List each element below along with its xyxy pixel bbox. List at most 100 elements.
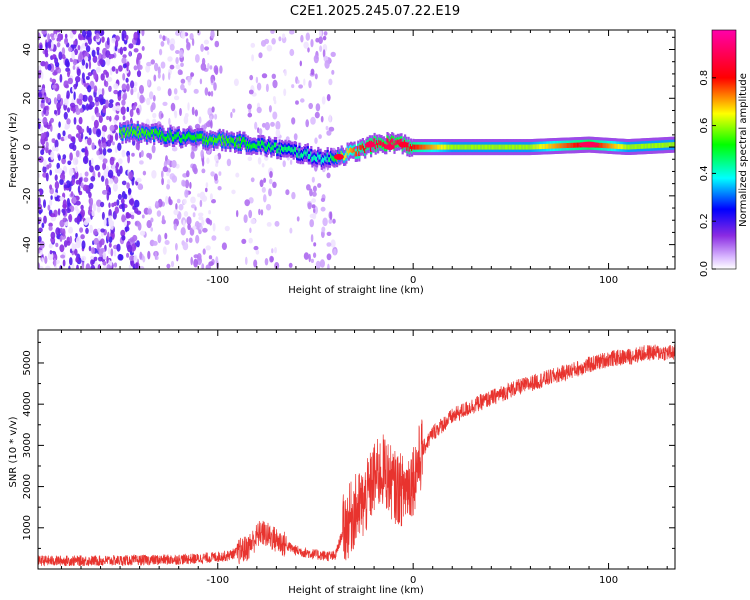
noise-speck — [127, 213, 132, 219]
noise-speck — [230, 111, 233, 119]
noise-speck — [66, 198, 70, 207]
noise-speck — [264, 38, 270, 45]
noise-speck — [270, 256, 274, 262]
noise-speck — [198, 222, 202, 227]
noise-speck — [127, 188, 132, 194]
noise-speck — [313, 242, 317, 247]
noise-speck — [38, 65, 42, 71]
noise-speck — [122, 93, 127, 101]
noise-speck — [136, 107, 140, 114]
noise-speck — [258, 52, 263, 59]
noise-speck — [54, 181, 60, 190]
noise-speck — [73, 91, 76, 100]
ridge-core — [210, 137, 213, 143]
noise-speck — [305, 119, 310, 128]
noise-speck — [45, 172, 49, 182]
ridge-core — [460, 144, 463, 150]
noise-speck — [44, 48, 48, 56]
noise-speck — [139, 251, 143, 260]
noise-speck — [71, 86, 75, 92]
noise-speck — [121, 57, 127, 64]
noise-speck — [320, 206, 326, 212]
noise-speck — [250, 177, 255, 183]
noise-speck — [190, 151, 195, 160]
noise-speck — [165, 195, 169, 205]
noise-speck — [136, 240, 140, 248]
noise-speck — [75, 233, 78, 238]
noise-speck — [313, 252, 317, 258]
noise-speck — [81, 261, 85, 269]
noise-speck — [105, 57, 111, 66]
ridge-core — [393, 143, 396, 149]
noise-speck — [130, 260, 135, 267]
ridge-core — [513, 144, 516, 150]
noise-speck — [39, 44, 43, 50]
noise-speck — [326, 172, 331, 179]
noise-speck — [157, 66, 161, 75]
noise-speck — [137, 222, 142, 231]
noise-speck — [263, 177, 267, 183]
noise-speck — [189, 227, 195, 236]
noise-speck — [69, 31, 74, 39]
noise-speck — [175, 64, 181, 70]
noise-speck — [211, 106, 215, 113]
ridge-core — [222, 134, 225, 140]
noise-speck — [303, 252, 309, 260]
ridge-core — [354, 151, 357, 157]
noise-speck — [133, 48, 139, 53]
noise-speck — [326, 253, 332, 261]
noise-speck — [210, 171, 215, 177]
noise-speck — [161, 170, 164, 179]
noise-speck — [45, 265, 51, 269]
noise-speck — [296, 216, 300, 222]
noise-speck — [133, 254, 138, 264]
noise-speck — [81, 72, 85, 80]
noise-speck — [66, 241, 71, 246]
noise-speck — [268, 105, 272, 113]
noise-speck — [249, 227, 252, 234]
noise-speck — [109, 260, 113, 266]
noise-speck — [105, 178, 109, 187]
noise-speck — [82, 184, 89, 192]
noise-speck — [328, 218, 333, 224]
noise-speck — [38, 217, 42, 223]
noise-speck — [76, 215, 81, 222]
noise-speck — [62, 209, 66, 216]
noise-speck — [76, 68, 81, 77]
x-tick-label: -100 — [206, 275, 229, 286]
noise-speck — [166, 183, 171, 190]
noise-speck — [121, 214, 126, 223]
ridge-core — [508, 144, 511, 150]
noise-speck — [125, 227, 128, 233]
noise-speck — [248, 209, 253, 219]
ridge-core — [419, 144, 422, 150]
noise-speck — [108, 102, 114, 109]
noise-speck — [202, 227, 208, 233]
noise-speck — [114, 132, 119, 141]
ridge-core — [568, 143, 571, 148]
ridge-core — [566, 143, 570, 148]
noise-speck — [278, 36, 282, 42]
ridge-core — [249, 142, 252, 148]
ridge-core — [661, 142, 665, 148]
noise-speck — [113, 83, 119, 90]
noise-speck — [38, 70, 42, 79]
noise-speck — [195, 234, 200, 244]
ridge-core — [551, 143, 554, 149]
ridge-core — [660, 142, 663, 148]
ridge-core — [389, 139, 393, 145]
noise-speck — [186, 170, 190, 178]
noise-speck — [184, 179, 190, 189]
noise-speck — [291, 117, 296, 125]
noise-speck — [265, 203, 272, 211]
noise-speck — [89, 224, 93, 234]
noise-speck — [179, 70, 183, 75]
noise-speck — [120, 106, 126, 115]
ridge-core — [160, 134, 163, 140]
ridge-core — [474, 144, 477, 150]
ridge-core — [447, 144, 450, 150]
ridge-core — [188, 131, 191, 137]
noise-speck — [112, 182, 118, 192]
ridge-core — [242, 137, 245, 143]
noise-speck — [133, 86, 137, 93]
